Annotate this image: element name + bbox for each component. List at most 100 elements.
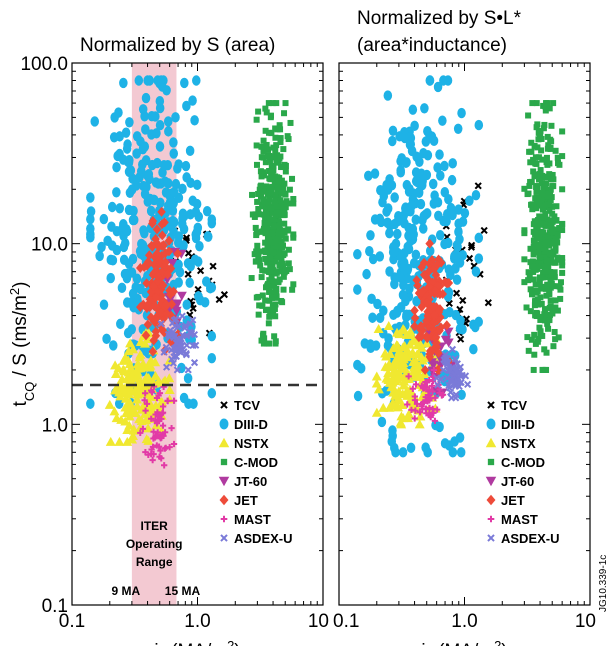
- data-point: [207, 352, 217, 364]
- data-point: [280, 286, 287, 293]
- data-point: [290, 196, 297, 203]
- iter-label-line-2: Operating: [126, 537, 183, 551]
- data-point: [260, 169, 267, 176]
- data-point: [282, 235, 289, 242]
- data-point: [272, 239, 279, 246]
- data-point: [455, 368, 464, 377]
- data-point: [542, 107, 549, 114]
- data-point: [164, 126, 173, 137]
- data-point: [264, 281, 271, 288]
- data-point: [546, 201, 553, 208]
- legend-label: ASDEX-U: [501, 531, 560, 546]
- data-point: [135, 377, 146, 387]
- data-point: [173, 248, 182, 259]
- data-point: [174, 277, 183, 288]
- data-point: [270, 249, 277, 256]
- data-point: [543, 197, 550, 204]
- data-point: [425, 238, 434, 249]
- data-point: [256, 257, 263, 264]
- data-point: [393, 228, 402, 240]
- data-point: [534, 121, 541, 128]
- data-point: [159, 410, 166, 417]
- data-point: [86, 206, 96, 217]
- data-point: [110, 369, 121, 379]
- data-point: [390, 218, 400, 230]
- data-point: [431, 285, 440, 296]
- data-point: [434, 381, 442, 389]
- data-point: [269, 264, 276, 271]
- data-point: [119, 241, 129, 253]
- data-point: [289, 286, 296, 293]
- data-point: [262, 225, 269, 232]
- data-point: [167, 200, 177, 211]
- data-point: [542, 193, 549, 200]
- data-point: [180, 77, 189, 89]
- data-point: [530, 221, 537, 228]
- data-point: [456, 447, 466, 458]
- data-point: [556, 283, 563, 290]
- data-point: [180, 348, 188, 356]
- data-point: [429, 317, 439, 328]
- data-point: [140, 338, 151, 348]
- data-point: [440, 160, 449, 172]
- data-point: [185, 277, 194, 288]
- data-point: [267, 168, 274, 175]
- legend-item-tcv: TCV: [220, 398, 260, 413]
- data-point: [281, 220, 288, 227]
- data-point: [532, 266, 539, 273]
- data-point: [474, 253, 484, 264]
- data-point: [149, 281, 158, 292]
- legend-marker: [487, 458, 495, 466]
- data-point: [171, 178, 181, 190]
- legend-item-jt-60: JT-60: [485, 474, 534, 489]
- data-point: [168, 424, 175, 432]
- data-point: [538, 283, 545, 290]
- data-point: [263, 209, 270, 216]
- data-point: [528, 336, 535, 343]
- data-point: [290, 234, 297, 241]
- data-point: [174, 231, 184, 242]
- data-point: [278, 244, 285, 251]
- data-point: [365, 245, 374, 257]
- data-point: [195, 240, 204, 252]
- left-panel: Normalized by S (area) ITER Operating Ra…: [7, 35, 330, 646]
- data-point: [533, 226, 540, 233]
- legend-label: MAST: [501, 512, 538, 527]
- data-point: [425, 258, 434, 269]
- data-point: [256, 248, 263, 255]
- data-point: [159, 159, 169, 171]
- data-point: [266, 288, 273, 295]
- data-point: [384, 359, 395, 369]
- data-point: [172, 346, 180, 354]
- data-point: [444, 278, 454, 289]
- data-point: [543, 349, 550, 356]
- data-point: [428, 178, 438, 190]
- data-point: [402, 309, 411, 320]
- data-point: [148, 389, 156, 396]
- data-point: [442, 320, 452, 331]
- data-point: [521, 279, 528, 286]
- data-point: [527, 308, 534, 315]
- data-point: [139, 180, 148, 192]
- data-point: [254, 242, 261, 249]
- data-point: [269, 230, 276, 237]
- data-point: [276, 122, 283, 129]
- data-point: [549, 283, 556, 290]
- data-point: [451, 355, 459, 363]
- data-point: [447, 376, 455, 384]
- data-point: [181, 160, 191, 172]
- data-point: [459, 296, 467, 305]
- data-point: [102, 333, 111, 345]
- right-panel: Normalized by S•L* (area*inductance) TCV…: [333, 8, 596, 646]
- data-point: [122, 143, 132, 154]
- data-point: [364, 170, 373, 182]
- data-point: [181, 321, 189, 330]
- data-point: [194, 285, 202, 294]
- data-point: [527, 259, 534, 266]
- data-point: [360, 338, 370, 349]
- legend-item-c-mod: C-MOD: [487, 455, 545, 470]
- data-point: [437, 375, 445, 384]
- data-point: [141, 124, 150, 135]
- data-point: [440, 438, 450, 449]
- data-point: [531, 173, 538, 180]
